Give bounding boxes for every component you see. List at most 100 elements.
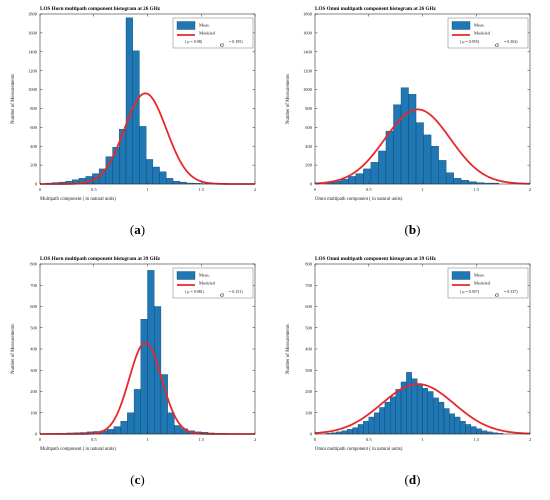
histogram-bar [355,173,364,185]
y-tick-label: 1800 [303,12,313,17]
histogram-bar [422,388,429,435]
y-tick-label: 600 [30,125,38,130]
x-axis-label: Omni multipath component ( in natural un… [315,197,403,202]
legend-sigma-symbol: σ [495,40,499,49]
x-tick-label: 0 [314,437,317,442]
y-tick-label: 1600 [28,30,38,35]
y-tick-label: 800 [30,262,38,267]
histogram-bar [468,181,477,185]
chart-title: LOS Omni multipath component histogram a… [315,6,437,12]
x-axis-label: Multipath component ( in natural units) [40,447,116,452]
y-axis-label: Number of Measurements [286,74,291,124]
histogram-bar [140,319,148,435]
y-tick-label: 300 [30,368,38,373]
histogram-bar [393,104,402,185]
histogram-bar [120,421,128,435]
histogram-bar [465,424,472,435]
chart-title: LOS Horn multipath component histogram a… [40,256,161,262]
legend-model-label: Modeled [474,31,491,36]
y-axis-label: Number of Measurements [11,74,16,124]
histogram-bar [378,150,387,185]
x-tick-label: 2 [529,187,531,192]
y-tick-label: 200 [30,163,38,168]
legend-mu-text: ( μ = 0.98) [185,39,203,44]
histogram-bar [443,408,450,435]
x-tick-label: 1.5 [198,187,204,192]
histogram-bar [438,160,447,185]
legend-model-label: Modeled [199,31,216,36]
chart-title: LOS Omni multipath component histogram a… [315,256,437,262]
legend-mu-text: ( μ = 0.955) [460,39,480,44]
histogram-bar [470,426,477,435]
legend-meas-swatch [176,271,196,280]
y-tick-label: 1600 [303,30,313,35]
histogram-bar [430,146,439,185]
x-axis-label: Multipath component ( in natural units) [40,197,116,202]
caption-d: (d) [404,472,421,487]
x-tick-label: 1 [146,187,148,192]
y-tick-label: 0 [35,182,38,187]
y-tick-label: 100 [30,410,38,415]
panel-b: LOS Omni multipath component histogram a… [275,0,550,250]
histogram-bar [400,87,409,185]
histogram-bar [427,391,434,435]
legend-sigma-text: = 0.304) [504,39,518,44]
y-tick-label: 400 [30,347,38,352]
y-tick-label: 200 [305,163,313,168]
y-tick-label: 0 [310,432,313,437]
histogram-bar [459,421,466,435]
caption-d-letter: d [408,472,417,487]
histogram-bar [172,180,180,185]
histogram-bar [167,412,175,435]
legend-sigma-text: = 0.337) [504,289,518,294]
y-axis-label: Number of Measurements [11,324,16,374]
histogram-bar [416,384,423,435]
x-axis-label: Omni multipath component ( in natural un… [315,447,403,452]
x-tick-label: 1 [146,437,148,442]
x-tick-label: 1 [421,437,423,442]
histogram-bar [406,372,412,435]
y-tick-label: 200 [30,389,38,394]
y-tick-label: 500 [30,325,38,330]
histogram-bar [395,389,402,435]
y-tick-label: 600 [305,304,313,309]
y-tick-label: 300 [305,368,313,373]
legend-sigma-symbol: σ [220,40,224,49]
caption-b: (b) [404,222,421,237]
histogram-bar [411,378,418,435]
panel-d: LOS Omni multipath component histogram a… [275,250,550,500]
histogram-bar [174,425,182,435]
histogram-bar [445,172,454,185]
panel-a: LOS Horn multipath component histogram a… [0,0,275,250]
histogram-bar [357,424,364,435]
x-tick-label: 0.5 [366,437,372,442]
y-tick-label: 1400 [303,49,313,54]
histogram-bar [107,429,115,435]
y-tick-label: 400 [305,144,313,149]
legend-meas-label: Meas. [474,23,485,28]
histogram-bar [373,412,380,435]
histogram-bar [481,430,488,435]
histogram-bar [112,146,120,185]
x-tick-label: 0 [39,187,42,192]
histogram-bar [125,17,133,185]
y-tick-label: 1200 [303,68,313,73]
histogram-bar [438,401,445,435]
histogram-bar [336,431,343,435]
modeled-curve [314,383,531,435]
histogram-bar [384,401,391,435]
histogram-bar [127,412,135,435]
histogram-bar [347,429,353,435]
y-tick-label: 0 [310,182,313,187]
histogram-bar [341,430,348,435]
histogram-bar [348,176,357,185]
y-tick-label: 600 [305,125,313,130]
histogram-bar [449,413,455,435]
y-tick-label: 800 [305,262,313,267]
panel-c: LOS Horn multipath component histogram a… [0,250,275,500]
chart-a: LOS Horn multipath component histogram a… [11,6,256,202]
histogram-bar [363,421,369,435]
legend-meas-label: Meas. [199,273,210,278]
histogram-bar [133,389,141,435]
caption-a-letter: a [134,222,141,237]
